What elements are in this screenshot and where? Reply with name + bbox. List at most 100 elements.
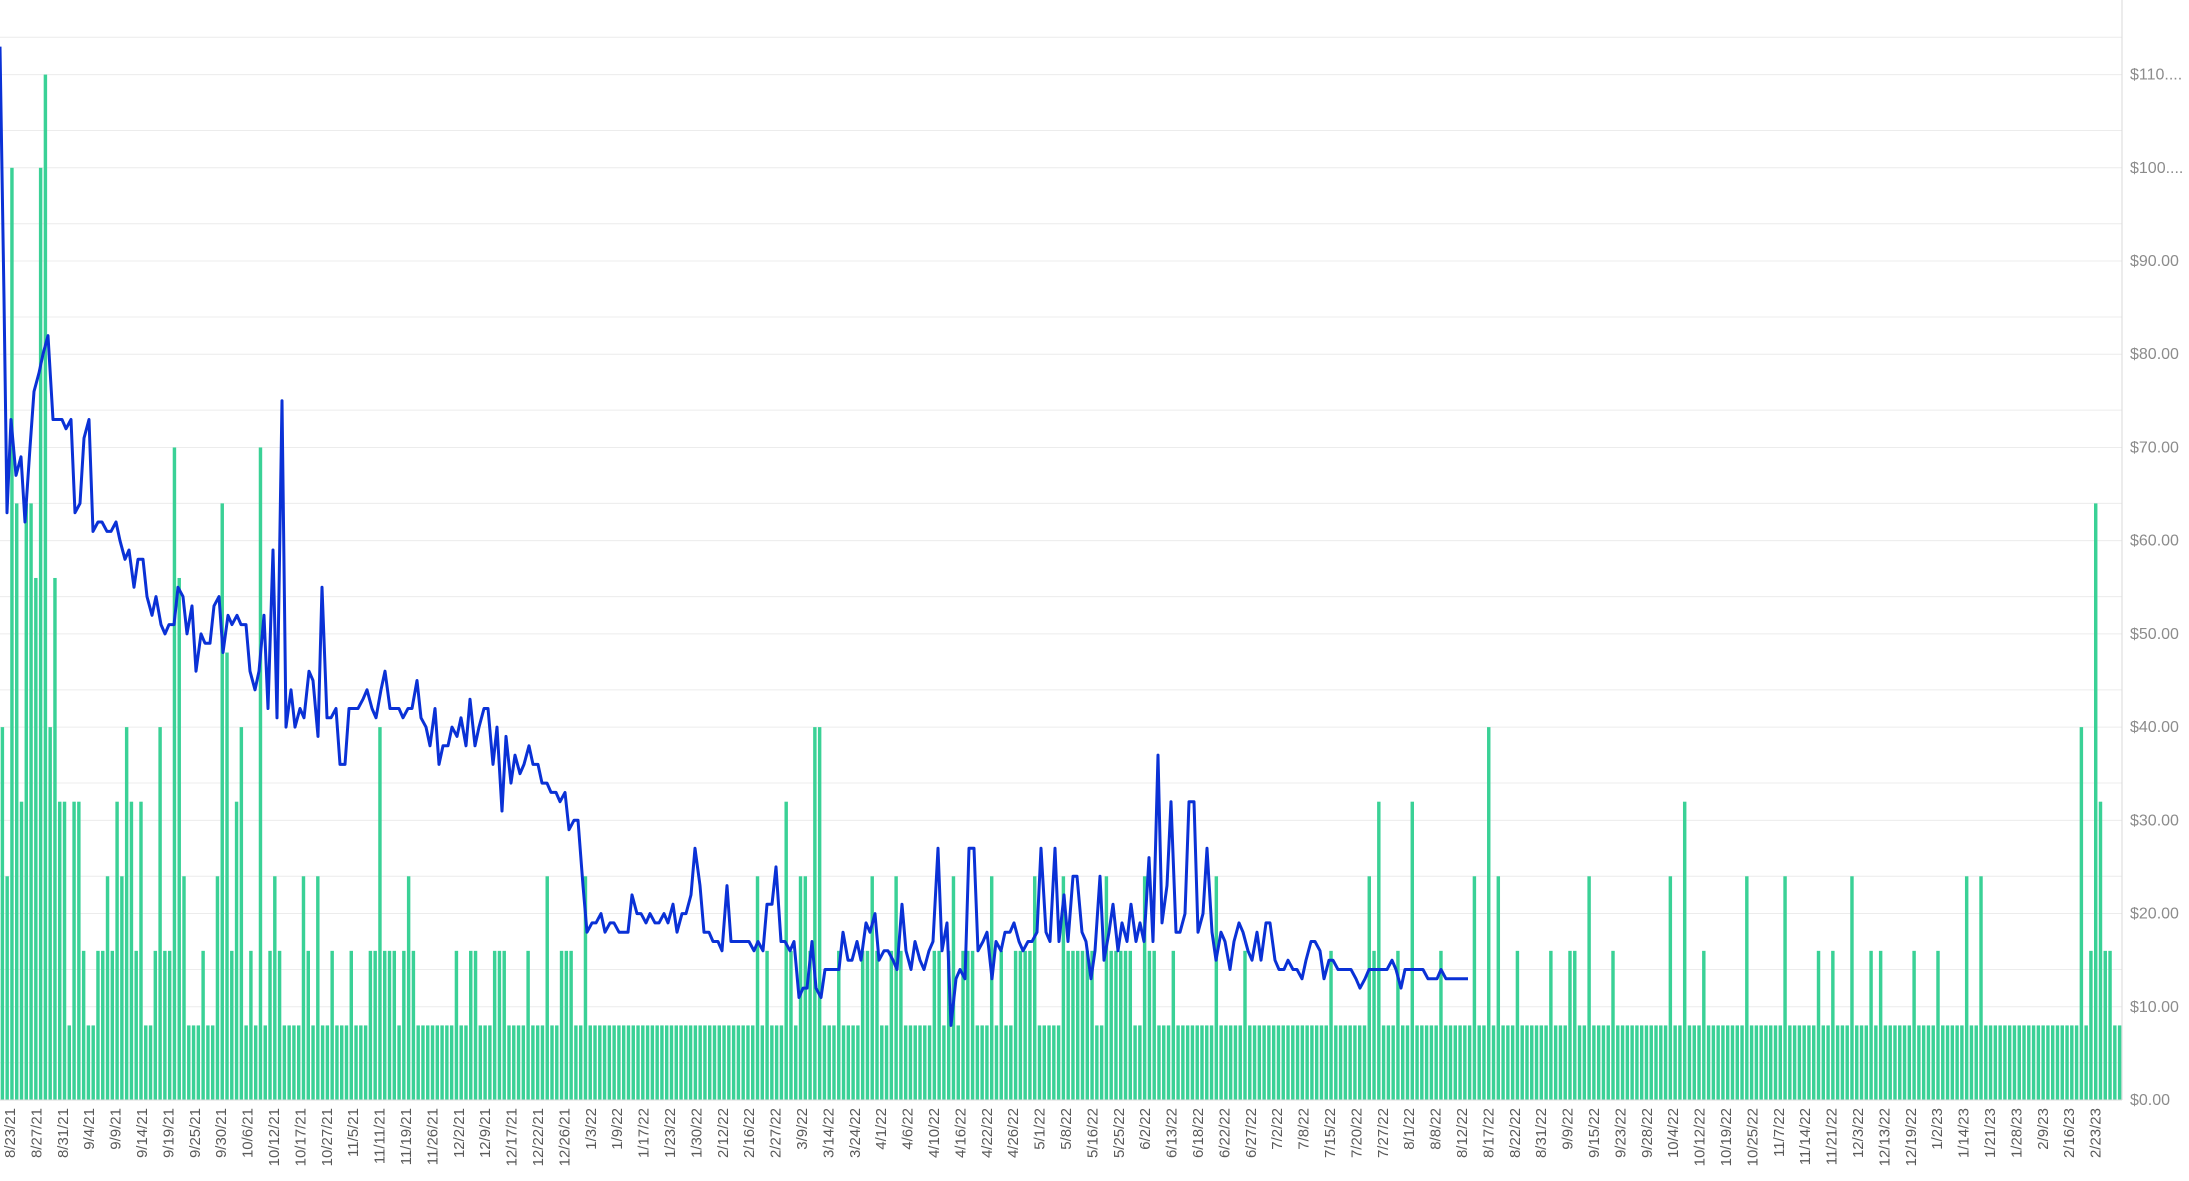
bar (2050, 1025, 2055, 1100)
bar (1730, 1025, 1735, 1100)
bar (612, 1025, 616, 1100)
bar (387, 950, 392, 1100)
bar (860, 950, 865, 1100)
bar (1754, 1025, 1759, 1100)
bar (1071, 950, 1075, 1100)
bar (1286, 1025, 1290, 1100)
x-tick-label: 1/23/22 (662, 1108, 679, 1158)
x-tick-label: 3/14/22 (820, 1108, 837, 1158)
bar (1166, 1025, 1171, 1100)
bar (1735, 1025, 1739, 1100)
bar (1334, 1025, 1338, 1100)
bar (789, 950, 793, 1100)
bar (187, 1025, 191, 1100)
bar (837, 950, 841, 1100)
bar (1042, 1025, 1046, 1100)
bar (153, 950, 158, 1100)
x-tick-label: 1/28/23 (2008, 1108, 2025, 1158)
bar (1563, 1025, 1567, 1100)
bar (2046, 1025, 2050, 1100)
bar (53, 577, 57, 1100)
bar (344, 1025, 349, 1100)
bar (1534, 1025, 1539, 1100)
bar (191, 1025, 196, 1100)
bar (1162, 1025, 1166, 1100)
bar (1032, 876, 1037, 1100)
bar (110, 950, 115, 1100)
bar (698, 1025, 702, 1100)
x-tick-label: 12/19/22 (1903, 1108, 1920, 1166)
bar (1095, 1025, 1099, 1100)
y-tick-label: $70.00 (2130, 439, 2179, 456)
bar (144, 1025, 148, 1100)
bar (292, 1025, 296, 1100)
x-axis-ticks: 8/23/21 8/27/21 8/31/21 9/4/21 9/9/21 9/14/21… (2, 1108, 2105, 1166)
bar (1850, 876, 1854, 1100)
bar (832, 1025, 836, 1100)
bar (1635, 1025, 1639, 1100)
bar (421, 1025, 425, 1100)
x-tick-label: 10/6/21 (240, 1108, 257, 1158)
x-tick-label: 8/12/22 (1454, 1108, 1471, 1158)
bar (1185, 1025, 1190, 1100)
bar (918, 1025, 922, 1100)
bar (507, 1025, 511, 1100)
bar (1659, 1025, 1663, 1100)
bar (1998, 1025, 2002, 1100)
bar (488, 1025, 492, 1100)
bar (913, 1025, 917, 1100)
bar (1209, 1025, 1214, 1100)
bar (1697, 1025, 1701, 1100)
bar (2003, 1025, 2007, 1100)
x-tick-label: 2/9/23 (2035, 1108, 2052, 1150)
bar (454, 950, 459, 1100)
bar (72, 801, 76, 1100)
y-tick-label: $40.00 (2130, 719, 2179, 736)
bar (712, 1025, 717, 1100)
x-tick-label: 4/16/22 (952, 1108, 969, 1158)
bar (760, 1025, 765, 1100)
bar (1056, 1025, 1061, 1100)
bar (1553, 1025, 1558, 1100)
y-tick-label: $100.... (2130, 160, 2183, 177)
bar (282, 1025, 287, 1100)
y-tick-label: $80.00 (2130, 346, 2179, 363)
bar (230, 950, 234, 1100)
bar (1639, 1025, 1644, 1100)
bar (1267, 1025, 1271, 1100)
bar (449, 1025, 454, 1100)
bar (1855, 1025, 1859, 1100)
bar (115, 801, 119, 1100)
x-tick-label: 2/16/22 (741, 1108, 758, 1158)
bar (956, 1025, 960, 1100)
bar (617, 1025, 621, 1100)
bar (550, 1025, 554, 1100)
bar (693, 1025, 698, 1100)
x-tick-label: 8/23/21 (2, 1108, 19, 1158)
bar (1960, 1025, 1964, 1100)
bar (373, 950, 377, 1100)
bar (1525, 1025, 1529, 1100)
bar (602, 1025, 607, 1100)
bar (1711, 1025, 1716, 1100)
bar (1195, 1025, 1199, 1100)
bar (86, 1025, 91, 1100)
bar (1386, 1025, 1391, 1100)
bar (182, 876, 186, 1100)
bar (2117, 1025, 2122, 1100)
bar (335, 1025, 339, 1100)
bar (368, 950, 373, 1100)
bar (1816, 950, 1821, 1100)
bar (2017, 1025, 2021, 1100)
bar (1085, 950, 1090, 1100)
bar (1444, 1025, 1448, 1100)
bar (1157, 1025, 1161, 1100)
bar (469, 950, 473, 1100)
bar (966, 950, 970, 1100)
bar (1807, 1025, 1811, 1100)
bar (889, 950, 894, 1100)
bar (139, 801, 143, 1100)
bar (492, 950, 497, 1100)
bar (1544, 1025, 1548, 1100)
bar (1912, 950, 1916, 1100)
